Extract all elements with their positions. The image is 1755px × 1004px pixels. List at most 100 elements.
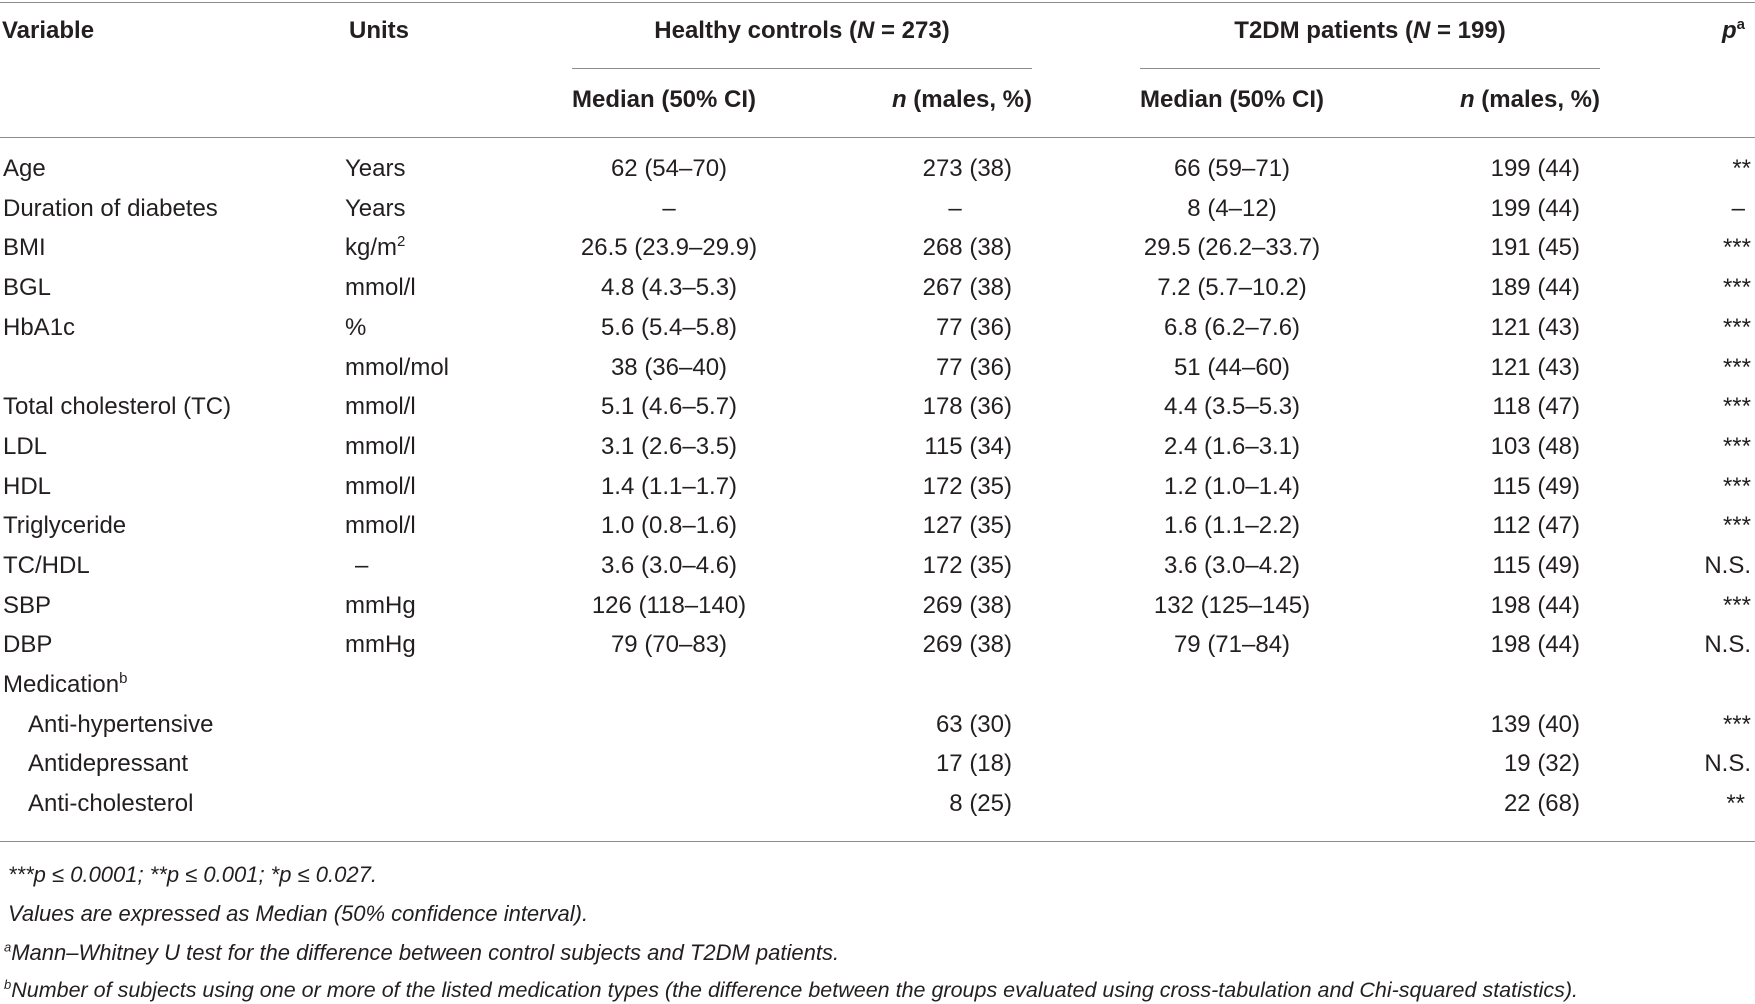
cell-controls-n: 273 (38) (922, 155, 1012, 182)
t2dm-group-rule (1140, 68, 1600, 69)
footnote-a: aMann–Whitney U test for the difference … (4, 939, 840, 965)
cell-units: Years (345, 155, 406, 182)
cell-t2dm-n: 189 (44) (1490, 274, 1580, 301)
cell-t2dm-median: 66 (59–71) (1173, 155, 1291, 182)
cell-units: Years (345, 195, 406, 222)
cell-controls-n: 63 (30) (935, 711, 1012, 738)
cell-t2dm-median: 8 (4–12) (1187, 195, 1277, 222)
cell-variable: Triglyceride (3, 512, 127, 539)
cell-t2dm-n: 19 (32) (1503, 750, 1580, 777)
cell-p-value: N.S. (1704, 750, 1751, 777)
cell-controls-n: 8 (25) (949, 790, 1012, 817)
cell-p-value: *** (1722, 433, 1751, 460)
header-t2dm-patients: T2DM patients (N = 199) (1234, 17, 1506, 44)
cell-p-value: *** (1722, 314, 1751, 341)
cell-units: mmol/l (345, 473, 416, 500)
controls-group-rule (572, 68, 1032, 69)
cell-t2dm-median: 132 (125–145) (1153, 592, 1311, 619)
cell-controls-n: 178 (36) (922, 393, 1012, 420)
cell-t2dm-median: 7.2 (5.7–10.2) (1157, 274, 1307, 301)
header-units: Units (349, 17, 409, 44)
cell-controls-n: – (948, 195, 962, 222)
cell-units: – (355, 552, 369, 579)
cell-controls-median: 38 (36–40) (610, 354, 728, 381)
cell-t2dm-n: 198 (44) (1490, 592, 1580, 619)
medication-label: Medicationb (3, 670, 128, 698)
cell-t2dm-median: 3.6 (3.0–4.2) (1163, 552, 1301, 579)
cell-t2dm-n: 121 (43) (1490, 354, 1580, 381)
cell-units: mmHg (345, 631, 416, 658)
cell-controls-median: – (662, 195, 676, 222)
cell-medication-name: Anti-hypertensive (28, 711, 214, 738)
cell-t2dm-median: 1.6 (1.1–2.2) (1163, 512, 1301, 539)
cell-t2dm-n: 139 (40) (1490, 711, 1580, 738)
cell-variable: BGL (3, 274, 52, 301)
cell-controls-median: 62 (54–70) (610, 155, 728, 182)
cell-controls-n: 115 (34) (924, 433, 1012, 460)
cell-medication-name: Anti-cholesterol (28, 790, 194, 817)
cell-t2dm-median: 29.5 (26.2–33.7) (1143, 234, 1321, 261)
cell-controls-median: 26.5 (23.9–29.9) (580, 234, 758, 261)
cell-controls-median: 3.6 (3.0–4.6) (600, 552, 738, 579)
cell-t2dm-n: 191 (45) (1490, 234, 1580, 261)
table-bottom-rule (0, 841, 1755, 842)
cell-t2dm-n: 118 (47) (1492, 393, 1580, 420)
cell-p-value: *** (1722, 592, 1751, 619)
cell-units: mmHg (345, 592, 416, 619)
footnote-significance: ***p ≤ 0.0001; **p ≤ 0.001; *p ≤ 0.027. (8, 862, 377, 887)
footnote-values-note: Values are expressed as Median (50% conf… (8, 901, 589, 926)
cell-units: mmol/l (345, 393, 416, 420)
cell-variable: Age (3, 155, 46, 182)
cell-p-value: *** (1722, 354, 1751, 381)
cell-t2dm-n: 115 (49) (1492, 473, 1580, 500)
cell-controls-n: 17 (18) (935, 750, 1012, 777)
cell-variable: Total cholesterol (TC) (3, 393, 232, 420)
cell-controls-n: 269 (38) (922, 592, 1012, 619)
cell-p-value: – (1731, 195, 1745, 222)
cell-p-value: *** (1722, 393, 1751, 420)
cell-t2dm-median: 4.4 (3.5–5.3) (1163, 393, 1301, 420)
cell-controls-median: 79 (70–83) (610, 631, 728, 658)
cell-p-value: *** (1722, 234, 1751, 261)
cell-controls-median: 1.4 (1.1–1.7) (600, 473, 738, 500)
cell-controls-median: 1.0 (0.8–1.6) (600, 512, 738, 539)
header-bottom-rule (0, 137, 1755, 138)
cell-variable: Duration of diabetes (3, 195, 218, 222)
cell-t2dm-median: 79 (71–84) (1173, 631, 1291, 658)
cell-variable: DBP (3, 631, 53, 658)
footnote-b: bNumber of subjects using one or more of… (4, 976, 1579, 1002)
cell-units: mmol/l (345, 433, 416, 460)
header-healthy-controls: Healthy controls (N = 273) (654, 17, 950, 44)
header-variable: Variable (2, 17, 95, 44)
cell-p-value: *** (1722, 274, 1751, 301)
cell-controls-median: 126 (118–140) (591, 592, 747, 619)
cell-controls-median: 4.8 (4.3–5.3) (600, 274, 738, 301)
cell-controls-n: 269 (38) (922, 631, 1012, 658)
cell-controls-n: 172 (35) (922, 552, 1012, 579)
cell-t2dm-n: 103 (48) (1490, 433, 1580, 460)
cell-p-value: N.S. (1704, 631, 1751, 658)
cell-t2dm-median: 51 (44–60) (1173, 354, 1291, 381)
cell-p-value: ** (1732, 155, 1751, 182)
cell-controls-n: 267 (38) (922, 274, 1012, 301)
cell-medication-name: Antidepressant (28, 750, 189, 777)
cell-variable: LDL (3, 433, 48, 460)
cell-t2dm-n: 199 (44) (1490, 155, 1580, 182)
cell-units: mmol/l (345, 274, 416, 301)
cell-t2dm-median: 2.4 (1.6–3.1) (1163, 433, 1301, 460)
cell-t2dm-n: 115 (49) (1492, 552, 1580, 579)
cell-controls-median: 3.1 (2.6–3.5) (600, 433, 738, 460)
cell-controls-median: 5.6 (5.4–5.8) (600, 314, 738, 341)
cell-t2dm-n: 112 (47) (1492, 512, 1580, 539)
cell-p-value: *** (1722, 711, 1751, 738)
cell-variable: HDL (3, 473, 52, 500)
header-t2dm-median: Median (50% CI) (1140, 86, 1325, 113)
cell-controls-median: 5.1 (4.6–5.7) (600, 393, 738, 420)
cell-units: mmol/mol (345, 354, 450, 381)
cell-p-value: *** (1722, 473, 1751, 500)
cell-p-value: ** (1726, 790, 1745, 817)
cell-t2dm-n: 198 (44) (1490, 631, 1580, 658)
cell-t2dm-n: 22 (68) (1503, 790, 1580, 817)
cell-variable: SBP (3, 592, 52, 619)
